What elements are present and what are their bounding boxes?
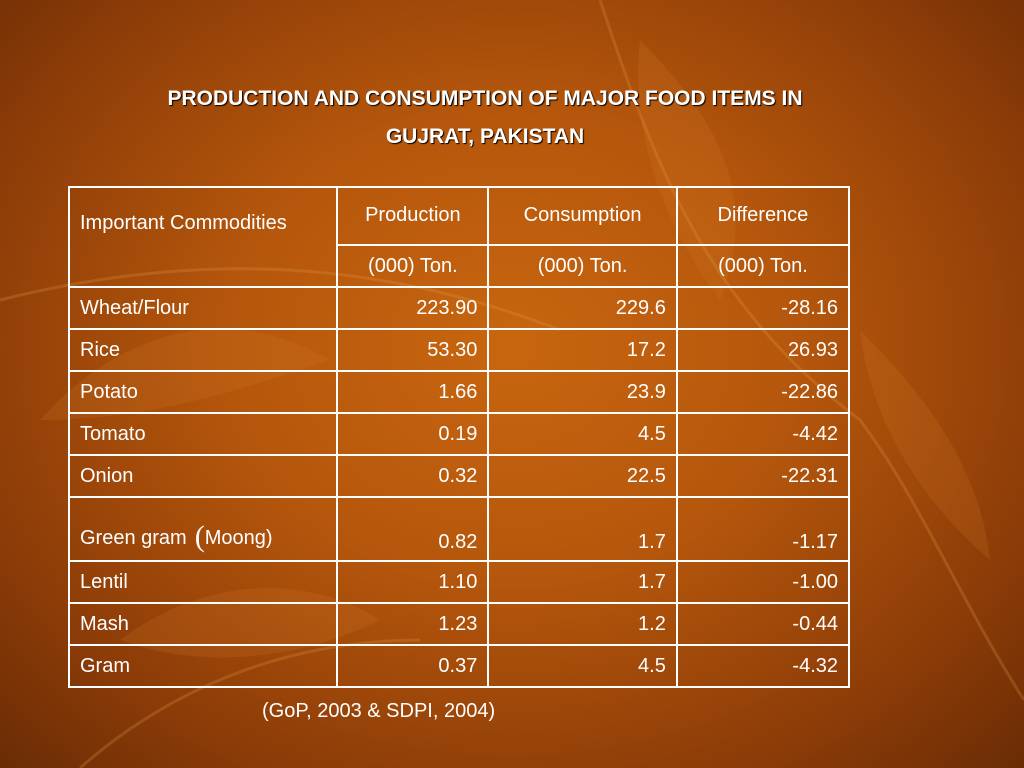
food-items-table: Important Commodities Production Consump…	[67, 186, 851, 688]
consumption-cell: 22.5	[487, 454, 678, 498]
commodity-cell: Potato	[67, 370, 339, 414]
table-units-row: (000) Ton. (000) Ton. (000) Ton.	[69, 244, 851, 288]
consumption-cell: 1.2	[487, 602, 678, 646]
difference-cell: -0.44	[675, 602, 851, 646]
production-cell: 0.32	[336, 454, 490, 498]
commodity-cell: Lentil	[67, 560, 339, 604]
unit-production: (000) Ton.	[336, 244, 490, 288]
production-cell: 1.10	[336, 560, 490, 604]
consumption-cell: 1.7	[487, 560, 678, 604]
commodity-cell: Wheat/Flour	[67, 286, 339, 330]
commodity-cell: Onion	[67, 454, 339, 498]
slide-title: PRODUCTION AND CONSUMPTION OF MAJOR FOOD…	[60, 80, 910, 156]
consumption-cell: 23.9	[487, 370, 678, 414]
header-commodities: Important Commodities	[67, 186, 339, 288]
unit-consumption: (000) Ton.	[487, 244, 678, 288]
production-cell: 0.37	[336, 644, 490, 688]
table-row: Mash 1.23 1.2 -0.44	[67, 602, 851, 646]
unit-difference: (000) Ton.	[675, 244, 851, 288]
table-row: Potato 1.66 23.9 -22.86	[67, 370, 851, 414]
title-line-2: GUJRAT, PAKISTAN	[385, 125, 585, 148]
difference-cell: -4.32	[675, 644, 851, 688]
header-consumption: Consumption	[487, 186, 678, 246]
production-cell: 0.19	[336, 412, 490, 456]
commodity-cell: Green gram (Moong)	[67, 496, 339, 562]
table-row: Green gram (Moong) 0.82 1.7 -1.17	[67, 496, 851, 562]
production-cell: 0.82	[336, 496, 490, 562]
header-production: Production	[336, 186, 490, 246]
commodity-cell: Gram	[67, 644, 339, 688]
difference-cell: 26.93	[675, 328, 851, 372]
consumption-cell: 229.6	[487, 286, 678, 330]
title-line-1: PRODUCTION AND CONSUMPTION OF MAJOR FOOD…	[167, 87, 803, 110]
difference-cell: -1.17	[675, 496, 851, 562]
production-cell: 1.23	[336, 602, 490, 646]
table-row: Rice 53.30 17.2 26.93	[67, 328, 851, 372]
consumption-cell: 4.5	[487, 644, 678, 688]
consumption-cell: 1.7	[487, 496, 678, 562]
paren-glyph: (	[194, 520, 205, 553]
table-row: Gram 0.37 4.5 -4.32	[67, 644, 851, 688]
consumption-cell: 4.5	[487, 412, 678, 456]
commodity-cell: Mash	[67, 602, 339, 646]
difference-cell: -28.16	[675, 286, 851, 330]
production-cell: 1.66	[336, 370, 490, 414]
commodity-cell: Tomato	[67, 412, 339, 456]
table-header-row: Important Commodities Production Consump…	[67, 186, 851, 288]
header-difference: Difference	[675, 186, 851, 246]
consumption-cell: 17.2	[487, 328, 678, 372]
table-row: Wheat/Flour 223.90 229.6 -28.16	[67, 286, 851, 330]
production-cell: 223.90	[336, 286, 490, 330]
table-row: Lentil 1.10 1.7 -1.00	[67, 560, 851, 604]
difference-cell: -1.00	[675, 560, 851, 604]
difference-cell: -22.31	[675, 454, 851, 498]
production-cell: 53.30	[336, 328, 490, 372]
commodity-name: Green gram	[80, 527, 187, 549]
commodity-cell: Rice	[67, 328, 339, 372]
table-row: Tomato 0.19 4.5 -4.42	[67, 412, 851, 456]
table-row: Onion 0.32 22.5 -22.31	[67, 454, 851, 498]
source-citation: (GoP, 2003 & SDPI, 2004)	[262, 700, 496, 722]
difference-cell: -4.42	[675, 412, 851, 456]
commodity-suffix: Moong)	[204, 527, 273, 549]
difference-cell: -22.86	[675, 370, 851, 414]
